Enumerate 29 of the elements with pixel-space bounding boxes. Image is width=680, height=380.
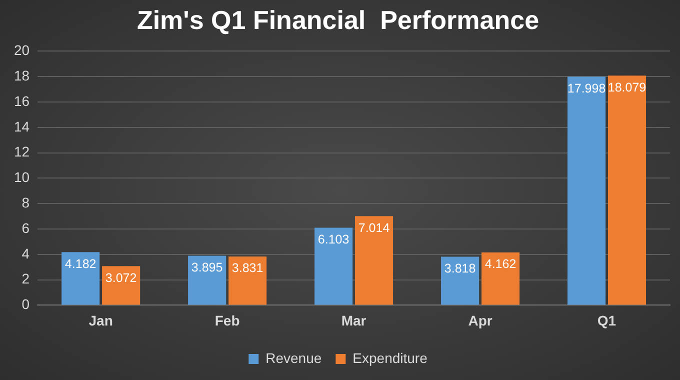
x-tick-label: Mar xyxy=(341,312,367,328)
data-label: 6.103 xyxy=(318,232,350,246)
y-tick-label: 2 xyxy=(22,270,30,287)
y-tick-label: 8 xyxy=(22,194,30,210)
chart-title: Zim's Q1 Financial Performance xyxy=(136,4,540,35)
x-tick-label: Feb xyxy=(214,312,240,328)
data-label: 18.079 xyxy=(608,80,646,94)
legend-label: Expenditure xyxy=(352,350,428,366)
y-tick-label: 16 xyxy=(14,92,30,109)
y-tick-label: 20 xyxy=(14,42,30,58)
data-label: 7.014 xyxy=(358,220,390,235)
data-label: 3.818 xyxy=(444,261,476,276)
data-label: 17.998 xyxy=(567,81,606,96)
y-tick-label: 18 xyxy=(14,67,30,84)
data-label: 4.162 xyxy=(484,257,516,272)
x-tick-label: Apr xyxy=(468,312,493,328)
data-label: 4.182 xyxy=(64,256,96,271)
y-tick-label: 0 xyxy=(22,296,30,312)
x-tick-label: Jan xyxy=(88,312,113,328)
data-label: 3.895 xyxy=(191,260,223,274)
x-tick-label: Q1 xyxy=(597,312,616,328)
data-label: 3.831 xyxy=(232,261,264,276)
y-tick-label: 14 xyxy=(14,118,30,134)
y-tick-label: 6 xyxy=(22,220,30,236)
y-tick-label: 4 xyxy=(22,245,30,262)
legend-label: Revenue xyxy=(266,350,322,366)
data-label: 3.072 xyxy=(105,270,137,285)
y-tick-label: 10 xyxy=(14,169,30,186)
y-tick-label: 12 xyxy=(14,144,30,160)
